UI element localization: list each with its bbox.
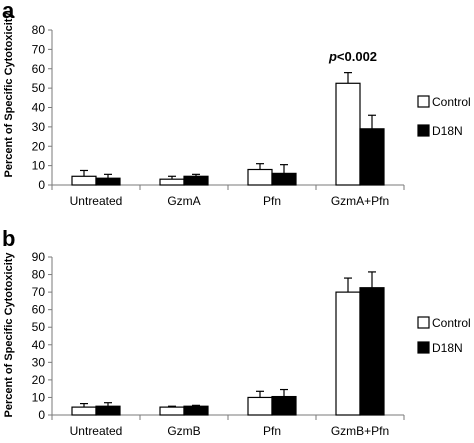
bar-control [247, 396, 273, 416]
bar-control [247, 168, 273, 186]
legend-label-d18n: D18N [432, 124, 463, 138]
y-tick-label: 90 [32, 250, 46, 264]
bar-control [71, 406, 97, 416]
x-tick-label: Untreated [70, 424, 123, 438]
bar-d18n [359, 287, 385, 416]
bar-control [335, 291, 361, 416]
bar-control [71, 175, 97, 186]
category-labels: Untreated GzmA Pfn GzmA+Pfn [70, 194, 390, 208]
y-tick-label: 80 [32, 23, 46, 37]
annotation-p: p [328, 49, 337, 64]
x-tick-label: Pfn [263, 424, 281, 438]
y-axis-label: Percent of Specific Cytotoxicity [3, 12, 15, 178]
y-tick-label: 20 [32, 139, 46, 153]
y-axis-label: Percent of Specific Cytotoxicity [3, 252, 15, 418]
bar-d18n [95, 177, 121, 186]
bar-d18n [183, 175, 209, 186]
legend-swatch-d18n [417, 341, 430, 354]
x-tick-label: Untreated [70, 194, 123, 208]
y-ticks: 0 10 20 30 40 50 60 70 80 90 [32, 250, 52, 422]
y-tick-label: 50 [32, 320, 46, 334]
y-ticks: 0 10 20 30 40 50 60 70 80 [32, 23, 52, 192]
y-tick-label: 0 [38, 178, 45, 192]
legend-swatch-control [417, 95, 430, 108]
y-tick-label: 50 [32, 81, 46, 95]
bars [71, 287, 385, 416]
legend-swatch-d18n [417, 124, 430, 137]
bar-d18n [271, 172, 297, 186]
error-bars [80, 72, 376, 180]
y-tick-label: 20 [32, 373, 46, 387]
bar-control [159, 406, 185, 416]
error-bars [80, 271, 376, 408]
y-tick-label: 10 [32, 159, 46, 173]
y-tick-label: 30 [32, 355, 46, 369]
y-tick-label: 70 [32, 285, 46, 299]
legend-label-d18n: D18N [432, 341, 463, 355]
y-tick-label: 80 [32, 268, 46, 282]
significance-annotation: p<0.002 [328, 49, 377, 64]
bar-d18n [95, 405, 121, 416]
panel-label: a [2, 0, 15, 23]
y-tick-label: 40 [32, 101, 46, 115]
x-tick-label: GzmB [167, 424, 200, 438]
legend-label-control: Control [432, 316, 471, 330]
y-tick-label: 0 [38, 408, 45, 422]
y-tick-label: 70 [32, 42, 46, 56]
bar-d18n [359, 128, 385, 186]
x-tick-label: Pfn [263, 194, 281, 208]
legend: Control D18N [417, 95, 471, 138]
y-tick-label: 40 [32, 338, 46, 352]
panel-label: b [2, 226, 15, 251]
annotation-value: <0.002 [337, 49, 377, 64]
panel-b: b Percent of Specific Cytotoxicity 0 10 20… [2, 226, 471, 438]
bar-control [335, 82, 361, 186]
bar-d18n [183, 405, 209, 416]
legend-swatch-control [417, 316, 430, 329]
bar-control [159, 178, 185, 186]
bar-d18n [271, 395, 297, 416]
panel-a: a Percent of Specific Cytotoxicity 0 10 20… [2, 0, 471, 208]
bars [71, 82, 385, 186]
category-labels: Untreated GzmB Pfn GzmB+Pfn [70, 424, 390, 438]
y-tick-label: 60 [32, 303, 46, 317]
legend-label-control: Control [432, 95, 471, 109]
x-tick-label: GzmA [167, 194, 200, 208]
x-tick-label: GzmB+Pfn [331, 424, 389, 438]
y-tick-label: 30 [32, 120, 46, 134]
y-tick-label: 10 [32, 390, 46, 404]
y-tick-label: 60 [32, 62, 46, 76]
legend: Control D18N [417, 316, 471, 355]
x-tick-label: GzmA+Pfn [331, 194, 389, 208]
